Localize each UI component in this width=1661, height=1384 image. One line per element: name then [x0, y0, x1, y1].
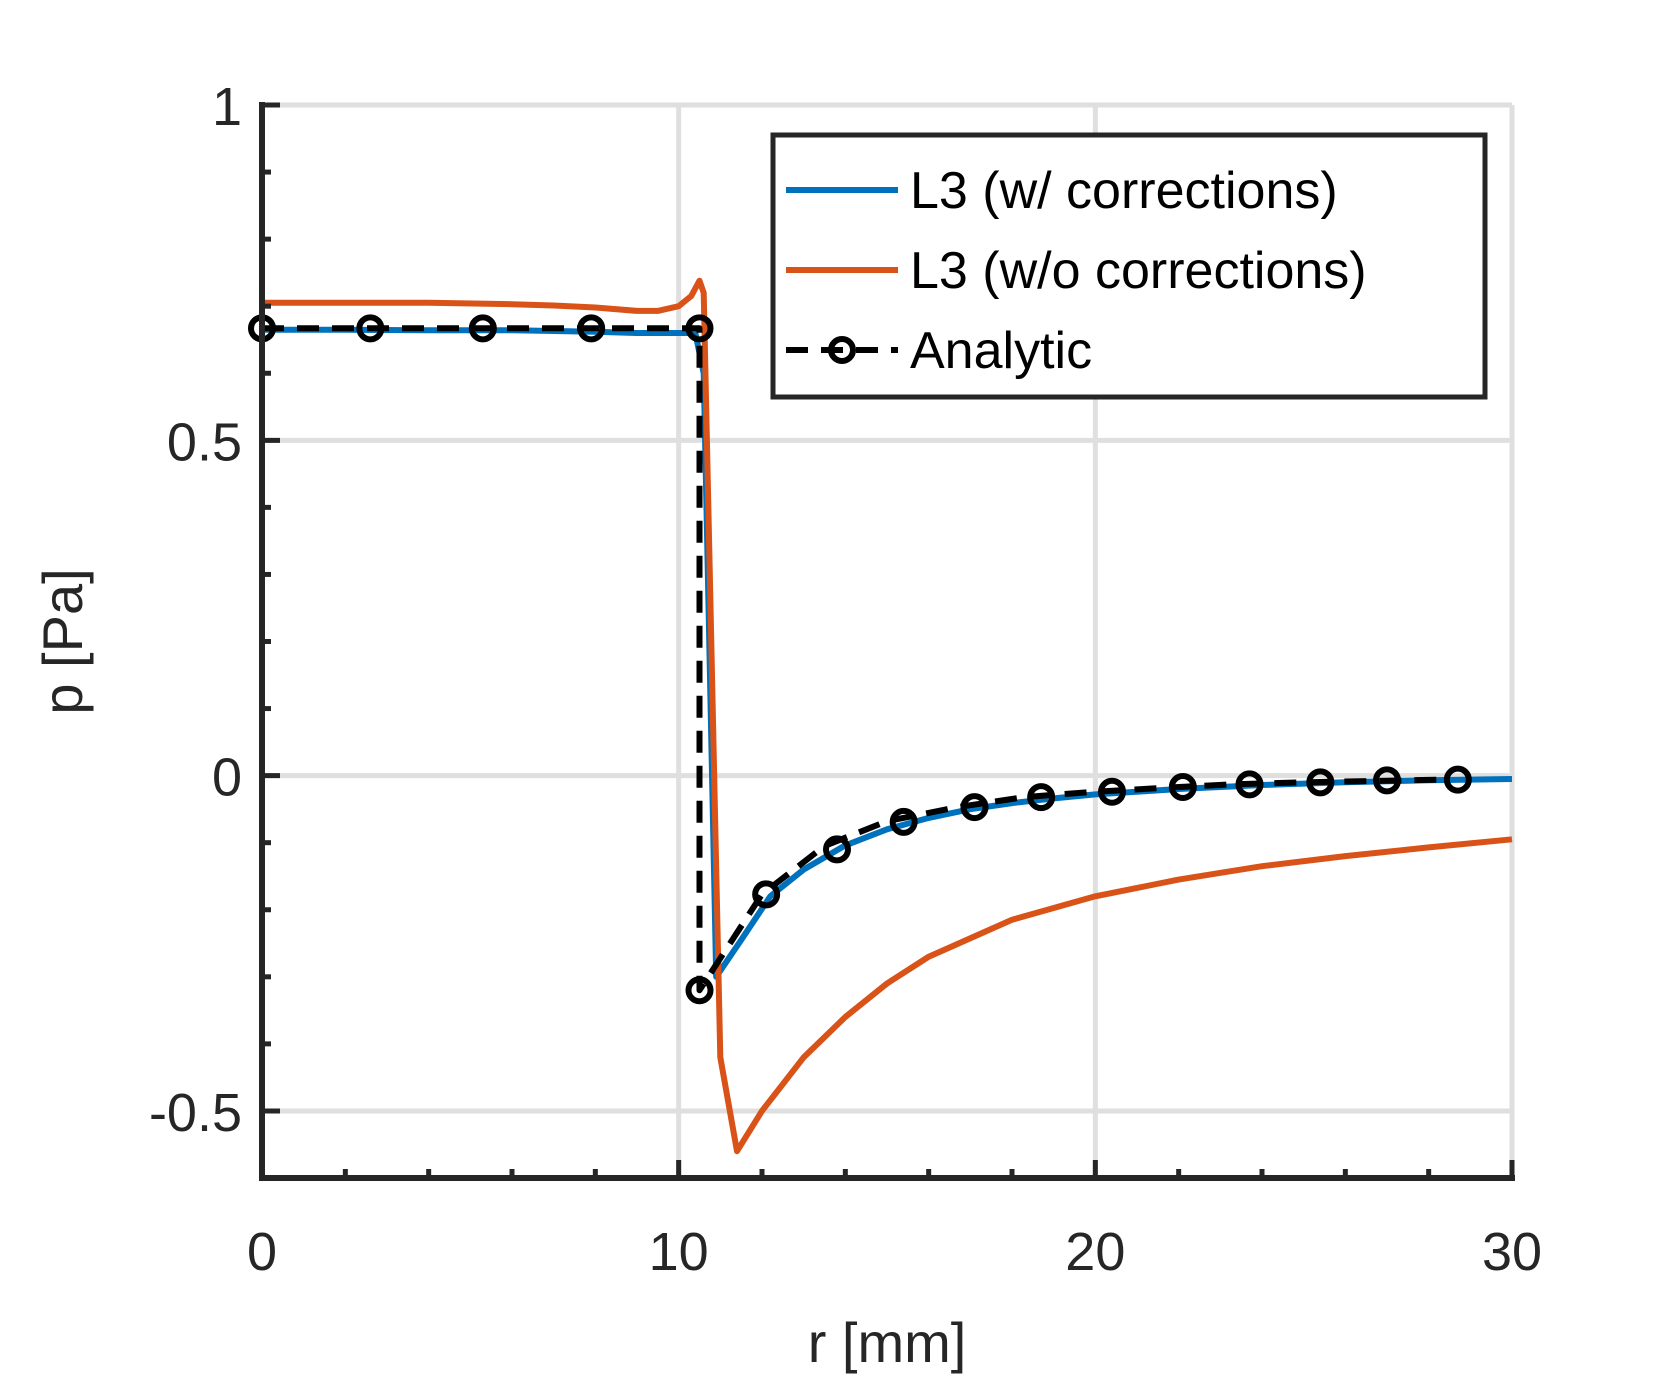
analytic-marker-11	[1098, 777, 1126, 806]
series-line-1	[262, 277, 1513, 1155]
y-tick-label-3: 1	[212, 77, 242, 137]
analytic-marker-12	[1168, 773, 1197, 802]
analytic-marker-7	[823, 835, 851, 864]
legend-label-0: L3 (w/ corrections)	[910, 162, 1338, 220]
analytic-marker-2	[468, 314, 497, 343]
analytic-marker-13	[1235, 770, 1264, 799]
analytic-marker-4	[685, 314, 714, 343]
analytic-marker-3	[577, 314, 606, 343]
y-tick-label-2: 0.5	[167, 412, 242, 472]
analytic-marker-8	[889, 807, 918, 836]
analytic-marker-1	[356, 314, 385, 343]
legend-marker-2	[828, 336, 856, 364]
analytic-marker-9	[960, 793, 989, 822]
y-tick-label-1: 0	[212, 748, 242, 808]
analytic-marker-6	[752, 880, 781, 909]
y-tick-label-0: -0.5	[149, 1083, 242, 1143]
analytic-marker-14	[1306, 768, 1335, 797]
legend-label-1: L3 (w/o corrections)	[910, 242, 1367, 300]
x-tick-label-1: 10	[649, 1222, 709, 1282]
legend: L3 (w/ corrections) L3 (w/o corrections) A…	[770, 132, 1488, 400]
x-tick-label-0: 0	[247, 1222, 277, 1282]
analytic-marker-15	[1373, 766, 1401, 795]
analytic-marker-5	[685, 976, 714, 1005]
series-layer	[248, 277, 1513, 1155]
analytic-marker-16	[1443, 765, 1472, 794]
legend-label-2: Analytic	[910, 322, 1092, 380]
legend-box	[770, 132, 1488, 400]
x-tick-label-3: 30	[1482, 1222, 1542, 1282]
axes	[259, 102, 1515, 1181]
x-axis-label: r [mm]	[808, 1311, 967, 1374]
analytic-marker-10	[1027, 783, 1056, 812]
x-tick-label-2: 20	[1065, 1222, 1125, 1282]
tick-labels: 0 10 20 30 -0.5 0 0.5 1	[149, 77, 1542, 1282]
y-axis-label: p [Pa]	[31, 568, 94, 714]
series-line-2	[262, 325, 1442, 994]
